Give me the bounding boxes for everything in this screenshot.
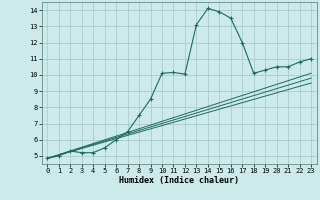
X-axis label: Humidex (Indice chaleur): Humidex (Indice chaleur) [119, 176, 239, 185]
